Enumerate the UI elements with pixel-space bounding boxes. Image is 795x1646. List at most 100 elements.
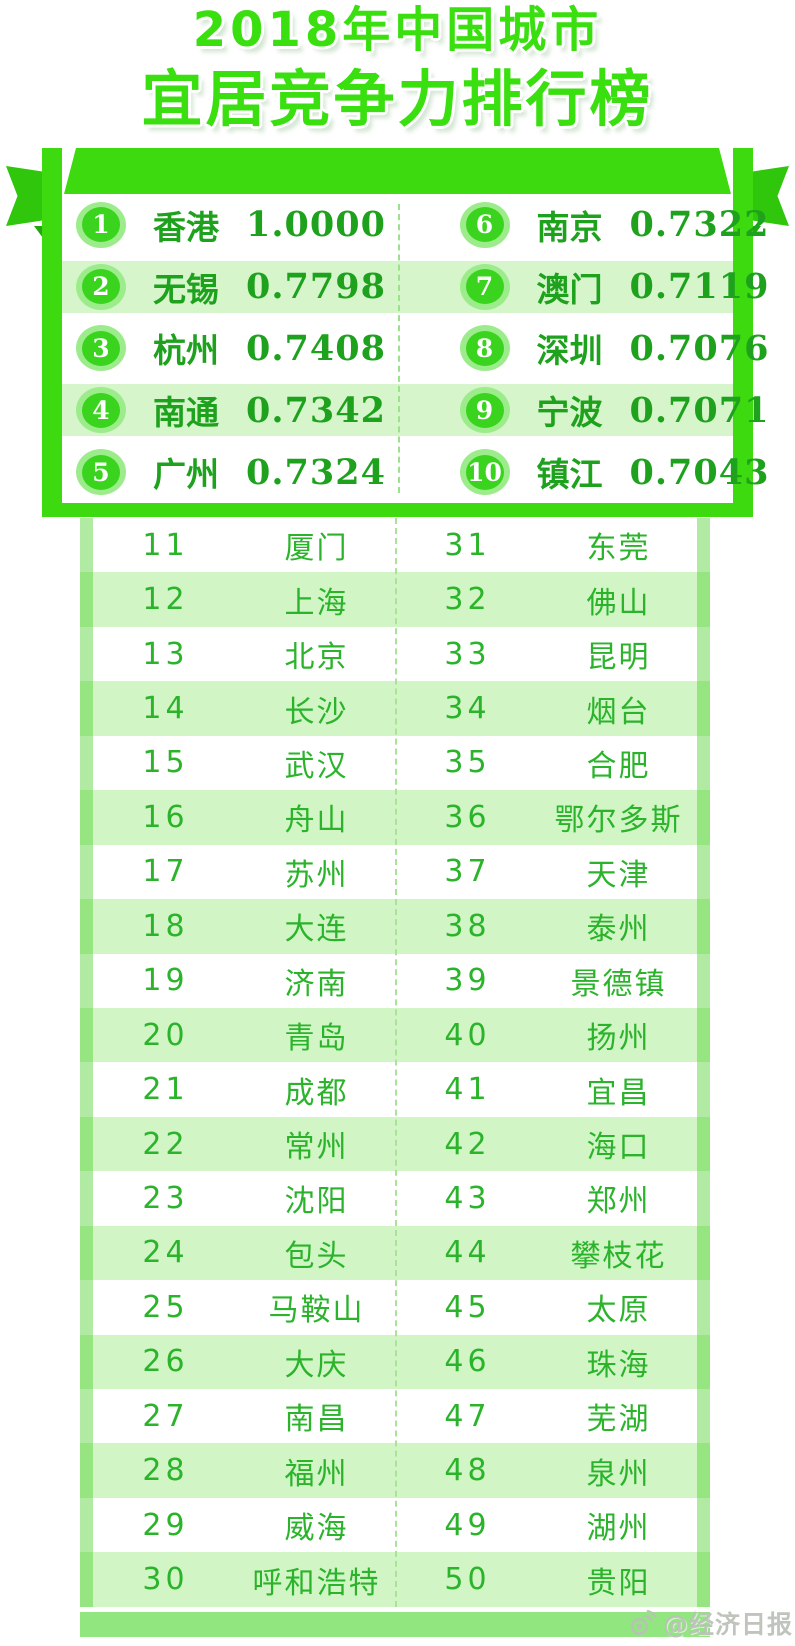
city-cell: 攀枝花 <box>570 1238 667 1274</box>
city-cell: 福州 <box>284 1456 349 1492</box>
rank-cell: 11 <box>142 527 189 563</box>
watermark-text: @经济日报 <box>662 1610 793 1639</box>
city-cell: 大庆 <box>284 1347 349 1383</box>
rank-cell: 24 <box>142 1235 189 1271</box>
rank-cell: 50 <box>444 1562 491 1598</box>
city-name: 宁波 <box>536 393 603 433</box>
weibo-icon <box>630 1609 657 1636</box>
city-cell: 昆明 <box>586 640 651 676</box>
city-name: 南通 <box>153 393 219 433</box>
city-score: 0.7342 <box>246 389 386 431</box>
city-score: 1.0000 <box>246 204 386 246</box>
city-cell: 济南 <box>284 966 349 1002</box>
rank-table: 11 厦门 31 东莞 12 上海 32 佛山 13 北京 33 昆明 14 长沙 34 烟台 15 武汉 35 合肥… <box>80 518 710 1607</box>
city-name: 香港 <box>153 207 219 247</box>
rank-cell: 32 <box>444 582 491 618</box>
title-line-1: 2018年中国城市 <box>192 2 603 58</box>
rank-cell: 28 <box>142 1453 189 1489</box>
watermark: @经济日报 <box>628 1604 793 1642</box>
rank-badge-number: 5 <box>82 454 120 490</box>
city-cell: 鄂尔多斯 <box>554 803 683 839</box>
table-row: 25 马鞍山 45 太原 <box>80 1280 710 1334</box>
page-title: 2018年中国城市 宜居竞争力排行榜 <box>0 0 795 134</box>
rank-badge-number: 10 <box>465 454 504 490</box>
rank-cell: 45 <box>444 1289 491 1325</box>
city-cell: 海口 <box>586 1130 651 1166</box>
rank-cell: 23 <box>142 1180 189 1216</box>
city-score: 0.7071 <box>629 389 770 431</box>
city-cell: 舟山 <box>284 803 349 839</box>
rank-cell: 16 <box>142 799 189 835</box>
table-row: 17 苏州 37 天津 <box>80 845 710 899</box>
city-cell: 上海 <box>284 585 349 621</box>
rank-badge: 2 <box>76 263 126 310</box>
city-cell: 威海 <box>284 1511 349 1547</box>
rank-cell: 18 <box>142 908 189 944</box>
top10-column-divider <box>397 204 400 493</box>
city-name: 深圳 <box>536 331 603 371</box>
rank-badge-number: 9 <box>465 392 504 428</box>
top10-cell-right: 7 澳门 0.7119 <box>398 261 768 313</box>
city-cell: 扬州 <box>586 1021 651 1057</box>
city-cell: 成都 <box>284 1075 349 1111</box>
rank-badge: 9 <box>459 387 510 434</box>
rank-cell: 37 <box>444 854 491 890</box>
rank-badge: 6 <box>459 201 510 248</box>
city-cell: 南昌 <box>284 1402 349 1438</box>
city-cell: 包头 <box>284 1238 349 1274</box>
city-name: 无锡 <box>153 269 219 309</box>
city-cell: 太原 <box>586 1293 651 1329</box>
top10-cell-right: 10 镇江 0.7043 <box>398 441 768 503</box>
rank-cell: 46 <box>444 1344 491 1380</box>
city-cell: 大连 <box>284 912 349 948</box>
rank-badge-number: 8 <box>465 330 504 366</box>
rank-badge-number: 1 <box>82 207 120 243</box>
table-edge-left <box>80 518 93 1607</box>
rank-cell: 36 <box>444 799 491 835</box>
rank-badge-number: 7 <box>465 269 504 305</box>
city-name: 澳门 <box>536 269 603 309</box>
city-cell: 沈阳 <box>284 1184 349 1220</box>
rank-cell: 44 <box>444 1235 491 1271</box>
city-score: 0.7408 <box>246 327 386 369</box>
rank-cell: 34 <box>444 691 491 727</box>
rank-cell: 33 <box>444 636 491 672</box>
rank-badge: 7 <box>459 263 510 310</box>
rank-badge-number: 6 <box>465 207 504 243</box>
city-score: 0.7119 <box>629 266 770 308</box>
table-row: 19 济南 39 景德镇 <box>80 954 710 1008</box>
city-cell: 珠海 <box>586 1347 651 1383</box>
banner-frame-top <box>64 148 731 194</box>
rank-cell: 47 <box>444 1398 491 1434</box>
title-line-2: 宜居竞争力排行榜 <box>141 63 654 135</box>
rank-cell: 20 <box>142 1017 189 1053</box>
city-cell: 湖州 <box>586 1511 651 1547</box>
city-cell: 苏州 <box>284 857 349 893</box>
rank-badge-number: 2 <box>82 269 120 305</box>
rank-badge: 1 <box>76 201 126 248</box>
rank-badge: 8 <box>459 325 510 372</box>
table-row: 11 厦门 31 东莞 <box>80 518 710 572</box>
top10-cell-left: 2 无锡 0.7798 <box>62 261 398 313</box>
city-name: 镇江 <box>536 455 603 495</box>
top10-row: 3 杭州 0.7408 8 深圳 0.7076 <box>62 318 768 380</box>
rank-cell: 43 <box>444 1180 491 1216</box>
rank-cell: 39 <box>444 963 491 999</box>
city-cell: 郑州 <box>586 1184 651 1220</box>
city-name: 广州 <box>153 455 219 495</box>
city-cell: 泰州 <box>586 912 651 948</box>
rank-cell: 27 <box>142 1398 189 1434</box>
city-cell: 合肥 <box>586 748 651 784</box>
city-cell: 呼和浩特 <box>252 1565 381 1601</box>
rank-cell: 40 <box>444 1017 491 1053</box>
city-score: 0.7324 <box>246 451 386 493</box>
city-score: 0.7076 <box>629 327 770 369</box>
banner-frame-bottom <box>42 503 753 517</box>
city-name: 杭州 <box>153 331 219 371</box>
rank-cell: 48 <box>444 1453 491 1489</box>
city-cell: 厦门 <box>284 531 349 567</box>
city-name: 南京 <box>536 207 603 247</box>
city-cell: 北京 <box>284 640 349 676</box>
banner-frame-right <box>733 148 753 517</box>
